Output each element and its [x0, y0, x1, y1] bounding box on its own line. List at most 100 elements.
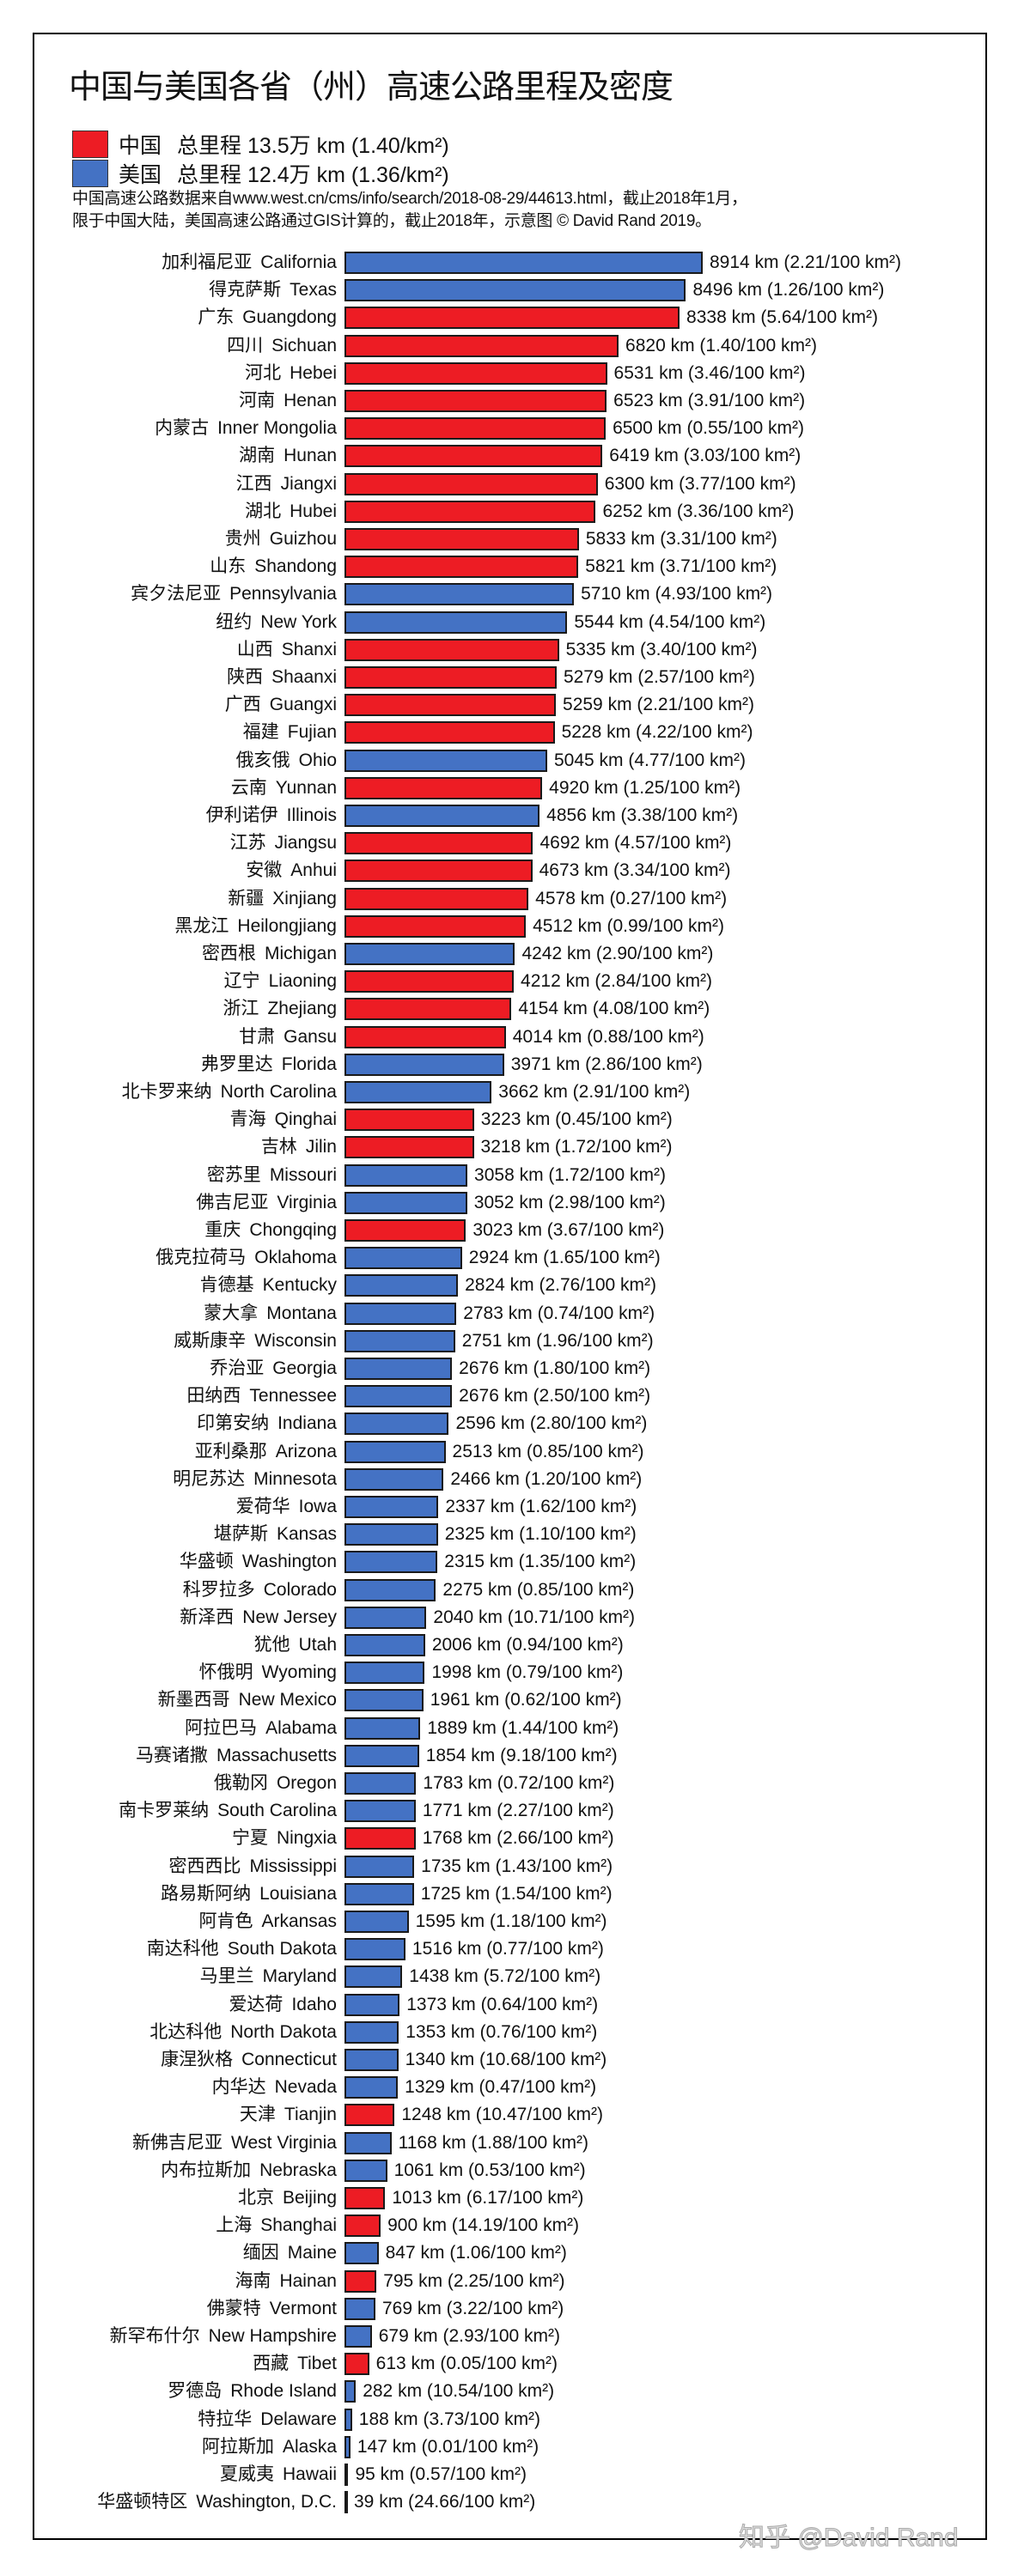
bar-china [344, 2215, 381, 2238]
data-label: 8914 km (2.21/100 km²) [710, 250, 901, 276]
category-label-en: Maine [287, 2243, 337, 2263]
category-label-cn: 北卡罗来纳 [121, 1082, 212, 1102]
category-label: 宾夕法尼亚 Pennsylvania [131, 581, 337, 607]
bar-row: 田纳西 Tennessee 2676 km (2.50/100 km²) [0, 1383, 1018, 1409]
data-label: 1168 km (1.88/100 km²) [399, 2130, 588, 2156]
data-label: 282 km (10.54/100 km²) [363, 2379, 554, 2404]
category-label-cn: 山西 [236, 639, 273, 659]
category-label-cn: 安徽 [246, 860, 283, 881]
category-label-cn: 缅因 [242, 2243, 279, 2263]
bar-row: 吉林 Jilin 3218 km (1.72/100 km²) [0, 1134, 1018, 1160]
category-label: 四川 Sichuan [227, 333, 337, 359]
data-label: 3052 km (2.98/100 km²) [474, 1190, 666, 1216]
category-label-cn: 甘肃 [239, 1026, 276, 1047]
density-unit: /100 km²) [547, 1635, 624, 1655]
category-label: 辽宁 Liaoning [224, 969, 337, 994]
density-unit: /100 km²) [521, 2021, 598, 2042]
bar-china [344, 1109, 474, 1132]
density-unit: /100 km²) [664, 777, 741, 798]
data-label: 5279 km (2.57/100 km²) [564, 665, 755, 690]
bar-row: 河北 Hebei 6531 km (3.46/100 km²) [0, 361, 1018, 386]
bar-row: 西藏 Tibet 613 km (0.05/100 km²) [0, 2351, 1018, 2377]
data-label: 2676 km (1.80/100 km²) [459, 1356, 650, 1382]
value-km: 1168 [398, 2132, 437, 2153]
category-label: 内布拉斯加 Nebraska [161, 2158, 337, 2184]
category-label-en: Florida [281, 1054, 337, 1074]
density-unit: /100 km²) [530, 1911, 607, 1931]
data-label: 1595 km (1.18/100 km²) [416, 1909, 607, 1935]
category-label-cn: 弗罗里达 [200, 1054, 273, 1074]
value-unit: km ( [625, 556, 666, 577]
value-km: 1961 [430, 1690, 471, 1710]
category-label: 广西 Guangxi [225, 692, 337, 718]
source-note: 中国高速公路数据来自www.west.cn/cms/info/search/20… [72, 190, 747, 208]
data-label: 1340 km (10.68/100 km²) [405, 2047, 607, 2073]
value-density: 1.20 [530, 1468, 566, 1489]
value-unit: km ( [560, 971, 601, 992]
category-label: 乔治亚 Georgia [210, 1356, 337, 1382]
bar-usa [344, 1413, 449, 1436]
category-label-cn: 爱达荷 [229, 1994, 283, 2014]
value-density: 0.45 [561, 1109, 597, 1130]
watermark: 知乎 @David Rand [739, 2524, 960, 2553]
value-density: 2.21 [643, 695, 679, 715]
bar-china [344, 914, 527, 938]
bar-usa [344, 2159, 387, 2182]
value-km: 2006 [431, 1635, 472, 1655]
category-label-cn: 南卡罗莱纳 [119, 1801, 210, 1821]
value-km: 3218 [480, 1137, 521, 1157]
data-label: 4673 km (3.34/100 km²) [539, 858, 731, 884]
category-label-en: North Carolina [220, 1082, 337, 1102]
data-label: 5335 km (3.40/100 km²) [566, 637, 758, 663]
data-label: 5259 km (2.21/100 km²) [563, 692, 754, 718]
value-unit: km ( [446, 2021, 486, 2042]
bar-china [344, 1219, 466, 1242]
category-label-en: Ohio [298, 750, 337, 770]
density-unit: /100 km²) [538, 1773, 615, 1793]
category-label: 佛吉尼亚 Virginia [196, 1190, 337, 1216]
data-label: 39 km (24.66/100 km²) [354, 2489, 535, 2515]
value-density: 14.19 [457, 2215, 503, 2236]
value-unit: km ( [466, 1745, 507, 1765]
value-km: 6300 [604, 473, 645, 494]
bar-china [344, 721, 555, 744]
value-unit: km ( [575, 888, 616, 908]
value-density: 4.22 [641, 722, 677, 743]
value-km: 6820 [625, 335, 666, 355]
category-label-en: Sichuan [271, 335, 337, 355]
value-km: 3052 [473, 1192, 515, 1212]
value-km: 1061 [393, 2160, 435, 2180]
bar-row: 新泽西 New Jersey 2040 km (10.71/100 km²) [0, 1605, 1018, 1631]
category-label-en: Heilongjiang [237, 915, 337, 936]
bar-usa [344, 1523, 438, 1546]
category-label-en: West Virginia [231, 2132, 337, 2153]
value-unit: km ( [472, 1635, 513, 1655]
value-density: 0.57 [415, 2464, 451, 2484]
value-km: 6523 [613, 391, 654, 410]
value-density: 0.79 [511, 1662, 547, 1683]
value-density: 0.85 [522, 1579, 558, 1600]
density-unit: /100 km²) [650, 888, 728, 908]
category-label-en: Henan [283, 391, 337, 410]
value-density: 0.53 [474, 2160, 509, 2180]
bar-row: 佛吉尼亚 Virginia 3052 km (2.98/100 km²) [0, 1190, 1018, 1216]
density-unit: /100 km²) [574, 1358, 651, 1378]
bar-usa [344, 805, 540, 827]
category-label-en: Washington, D.C. [196, 2492, 337, 2512]
category-label-cn: 华盛顿特区 [97, 2492, 188, 2512]
bar-row: 伊利诺伊 Illinois 4856 km (3.38/100 km²) [0, 803, 1018, 829]
category-label-en: Iowa [298, 1497, 337, 1516]
value-unit: km ( [491, 1468, 531, 1489]
category-label: 南达科他 South Dakota [147, 1936, 337, 1962]
data-label: 3218 km (1.72/100 km²) [481, 1134, 673, 1160]
value-unit: km ( [445, 2050, 486, 2069]
category-label-cn: 福建 [242, 722, 279, 743]
bar-usa [344, 2464, 349, 2486]
legend-china: 中国 总里程 13.5万 km (1.40/km²) [72, 129, 449, 160]
bar-row: 明尼苏达 Minnesota 2466 km (1.20/100 km²) [0, 1467, 1018, 1492]
data-label: 2783 km (0.74/100 km²) [463, 1301, 655, 1327]
category-label-en: Minnesota [253, 1468, 337, 1489]
legend-usa: 美国 总里程 12.4万 km (1.36/km²) [72, 158, 449, 189]
bar-usa [344, 2380, 357, 2403]
category-label: 黑龙江 Heilongjiang [174, 914, 337, 939]
